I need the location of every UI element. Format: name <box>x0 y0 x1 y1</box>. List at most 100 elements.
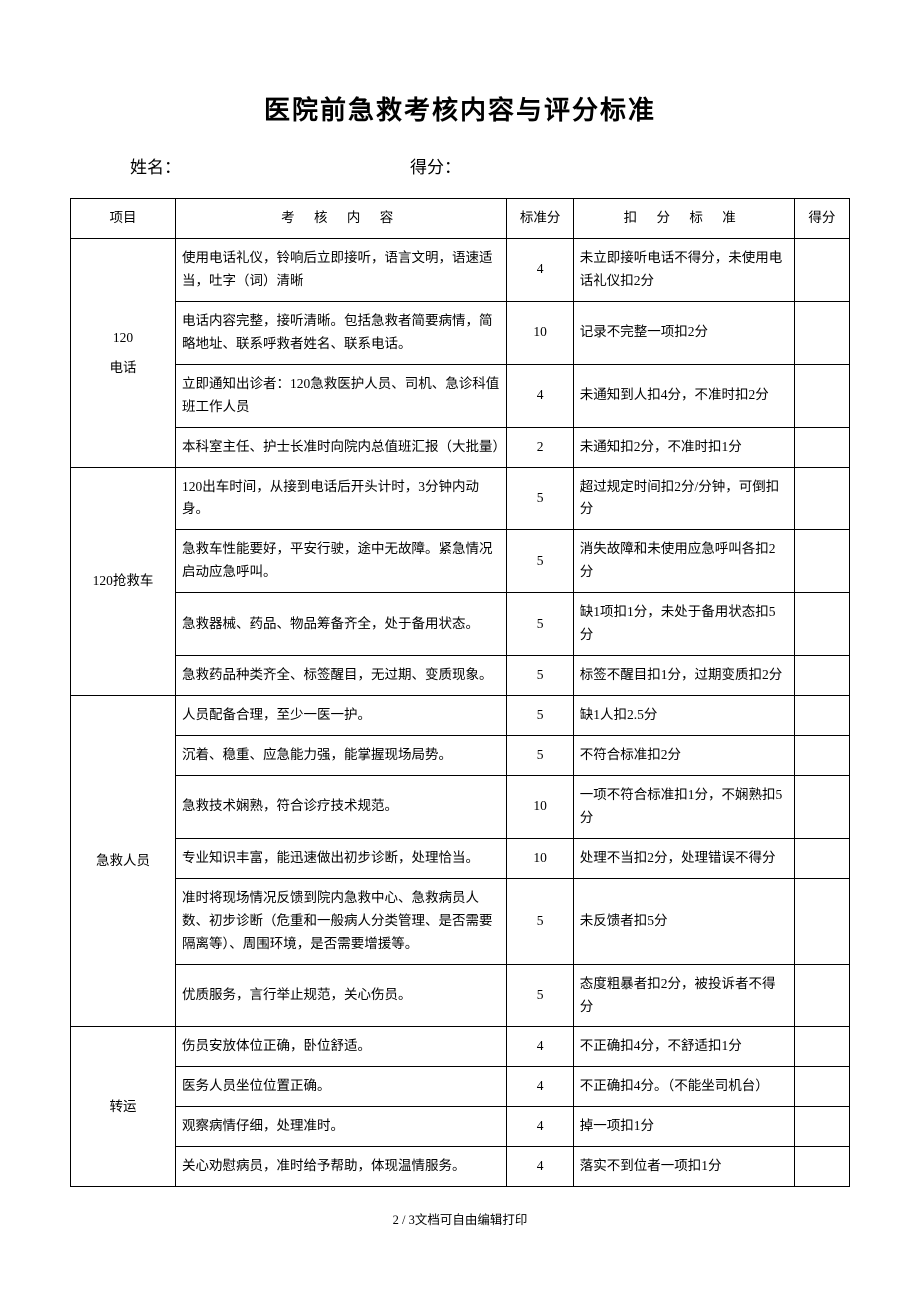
std-score-cell: 5 <box>507 964 573 1027</box>
score-cell <box>794 736 849 776</box>
table-row: 急救人员人员配备合理，至少一医一护。5缺1人扣2.5分 <box>71 696 850 736</box>
deduction-cell: 未反馈者扣5分 <box>573 878 794 964</box>
std-score-cell: 5 <box>507 656 573 696</box>
score-cell <box>794 593 849 656</box>
deduction-cell: 标签不醒目扣1分，过期变质扣2分 <box>573 656 794 696</box>
score-cell <box>794 838 849 878</box>
th-content: 考 核 内 容 <box>175 199 506 239</box>
deduction-cell: 不正确扣4分，不舒适扣1分 <box>573 1027 794 1067</box>
std-score-cell: 4 <box>507 1067 573 1107</box>
deduction-cell: 记录不完整一项扣2分 <box>573 301 794 364</box>
score-cell <box>794 696 849 736</box>
deduction-cell: 消失故障和未使用应急呼叫各扣2分 <box>573 530 794 593</box>
std-score-cell: 4 <box>507 1147 573 1187</box>
th-std: 标准分 <box>507 199 573 239</box>
table-row: 立即通知出诊者：120急救医护人员、司机、急诊科值班工作人员4未通知到人扣4分，… <box>71 364 850 427</box>
score-cell <box>794 878 849 964</box>
category-cell: 120电话 <box>71 238 176 467</box>
page-title: 医院前急救考核内容与评分标准 <box>70 90 850 127</box>
deduction-cell: 未通知到人扣4分，不准时扣2分 <box>573 364 794 427</box>
score-label: 得分： <box>410 153 461 178</box>
deduction-cell: 不符合标准扣2分 <box>573 736 794 776</box>
table-row: 电话内容完整，接听清晰。包括急救者简要病情，简略地址、联系呼救者姓名、联系电话。… <box>71 301 850 364</box>
content-cell: 关心劝慰病员，准时给予帮助，体现温情服务。 <box>175 1147 506 1187</box>
content-cell: 医务人员坐位位置正确。 <box>175 1067 506 1107</box>
content-cell: 急救车性能要好，平安行驶，途中无故障。紧急情况启动应急呼叫。 <box>175 530 506 593</box>
content-cell: 立即通知出诊者：120急救医护人员、司机、急诊科值班工作人员 <box>175 364 506 427</box>
content-cell: 急救技术娴熟，符合诊疗技术规范。 <box>175 775 506 838</box>
table-row: 120抢救车120出车时间，从接到电话后开头计时，3分钟内动身。5超过规定时间扣… <box>71 467 850 530</box>
category-cell: 急救人员 <box>71 696 176 1027</box>
category-cell: 转运 <box>71 1027 176 1187</box>
std-score-cell: 10 <box>507 301 573 364</box>
score-cell <box>794 1147 849 1187</box>
std-score-cell: 5 <box>507 878 573 964</box>
score-cell <box>794 530 849 593</box>
content-cell: 电话内容完整，接听清晰。包括急救者简要病情，简略地址、联系呼救者姓名、联系电话。 <box>175 301 506 364</box>
table-row: 急救器械、药品、物品筹备齐全，处于备用状态。5缺1项扣1分，未处于备用状态扣5分 <box>71 593 850 656</box>
table-row: 优质服务，言行举止规范，关心伤员。5态度粗暴者扣2分，被投诉者不得分 <box>71 964 850 1027</box>
th-deduction: 扣 分 标 准 <box>573 199 794 239</box>
std-score-cell: 5 <box>507 736 573 776</box>
table-row: 本科室主任、护士长准时向院内总值班汇报（大批量）2未通知扣2分，不准时扣1分 <box>71 427 850 467</box>
content-cell: 沉着、稳重、应急能力强，能掌握现场局势。 <box>175 736 506 776</box>
content-cell: 伤员安放体位正确，卧位舒适。 <box>175 1027 506 1067</box>
score-cell <box>794 467 849 530</box>
table-row: 急救药品种类齐全、标签醒目，无过期、变质现象。5标签不醒目扣1分，过期变质扣2分 <box>71 656 850 696</box>
table-row: 沉着、稳重、应急能力强，能掌握现场局势。5不符合标准扣2分 <box>71 736 850 776</box>
page-footer: 2 / 3文档可自由编辑打印 <box>70 1209 850 1228</box>
deduction-cell: 一项不符合标准扣1分，不娴熟扣5分 <box>573 775 794 838</box>
deduction-cell: 落实不到位者一项扣1分 <box>573 1147 794 1187</box>
deduction-cell: 态度粗暴者扣2分，被投诉者不得分 <box>573 964 794 1027</box>
content-cell: 优质服务，言行举止规范，关心伤员。 <box>175 964 506 1027</box>
deduction-cell: 超过规定时间扣2分/分钟，可倒扣分 <box>573 467 794 530</box>
assessment-table: 项目 考 核 内 容 标准分 扣 分 标 准 得分 120电话使用电话礼仪，铃响… <box>70 198 850 1187</box>
th-category: 项目 <box>71 199 176 239</box>
std-score-cell: 4 <box>507 1027 573 1067</box>
std-score-cell: 5 <box>507 530 573 593</box>
content-cell: 专业知识丰富，能迅速做出初步诊断，处理恰当。 <box>175 838 506 878</box>
deduction-cell: 缺1项扣1分，未处于备用状态扣5分 <box>573 593 794 656</box>
deduction-cell: 未立即接听电话不得分，未使用电话礼仪扣2分 <box>573 238 794 301</box>
score-cell <box>794 301 849 364</box>
score-cell <box>794 238 849 301</box>
table-row: 医务人员坐位位置正确。4不正确扣4分。（不能坐司机台） <box>71 1067 850 1107</box>
content-cell: 使用电话礼仪，铃响后立即接听，语言文明，语速适当，吐字（词）清晰 <box>175 238 506 301</box>
std-score-cell: 4 <box>507 364 573 427</box>
std-score-cell: 10 <box>507 775 573 838</box>
table-row: 转运伤员安放体位正确，卧位舒适。4不正确扣4分，不舒适扣1分 <box>71 1027 850 1067</box>
std-score-cell: 5 <box>507 593 573 656</box>
deduction-cell: 未通知扣2分，不准时扣1分 <box>573 427 794 467</box>
name-label: 姓名： <box>130 153 410 178</box>
score-cell <box>794 656 849 696</box>
content-cell: 人员配备合理，至少一医一护。 <box>175 696 506 736</box>
score-cell <box>794 775 849 838</box>
score-cell <box>794 964 849 1027</box>
deduction-cell: 缺1人扣2.5分 <box>573 696 794 736</box>
content-cell: 急救器械、药品、物品筹备齐全，处于备用状态。 <box>175 593 506 656</box>
deduction-cell: 不正确扣4分。（不能坐司机台） <box>573 1067 794 1107</box>
score-cell <box>794 427 849 467</box>
score-cell <box>794 1027 849 1067</box>
deduction-cell: 掉一项扣1分 <box>573 1107 794 1147</box>
std-score-cell: 5 <box>507 467 573 530</box>
score-cell <box>794 1067 849 1107</box>
table-row: 专业知识丰富，能迅速做出初步诊断，处理恰当。10处理不当扣2分，处理错误不得分 <box>71 838 850 878</box>
content-cell: 120出车时间，从接到电话后开头计时，3分钟内动身。 <box>175 467 506 530</box>
content-cell: 观察病情仔细，处理准时。 <box>175 1107 506 1147</box>
std-score-cell: 4 <box>507 1107 573 1147</box>
std-score-cell: 10 <box>507 838 573 878</box>
meta-row: 姓名： 得分： <box>130 153 850 178</box>
table-row: 120电话使用电话礼仪，铃响后立即接听，语言文明，语速适当，吐字（词）清晰4未立… <box>71 238 850 301</box>
std-score-cell: 4 <box>507 238 573 301</box>
table-header-row: 项目 考 核 内 容 标准分 扣 分 标 准 得分 <box>71 199 850 239</box>
std-score-cell: 2 <box>507 427 573 467</box>
content-cell: 准时将现场情况反馈到院内急救中心、急救病员人数、初步诊断（危重和一般病人分类管理… <box>175 878 506 964</box>
content-cell: 本科室主任、护士长准时向院内总值班汇报（大批量） <box>175 427 506 467</box>
th-score: 得分 <box>794 199 849 239</box>
table-row: 急救车性能要好，平安行驶，途中无故障。紧急情况启动应急呼叫。5消失故障和未使用应… <box>71 530 850 593</box>
std-score-cell: 5 <box>507 696 573 736</box>
score-cell <box>794 1107 849 1147</box>
score-cell <box>794 364 849 427</box>
table-row: 观察病情仔细，处理准时。4掉一项扣1分 <box>71 1107 850 1147</box>
